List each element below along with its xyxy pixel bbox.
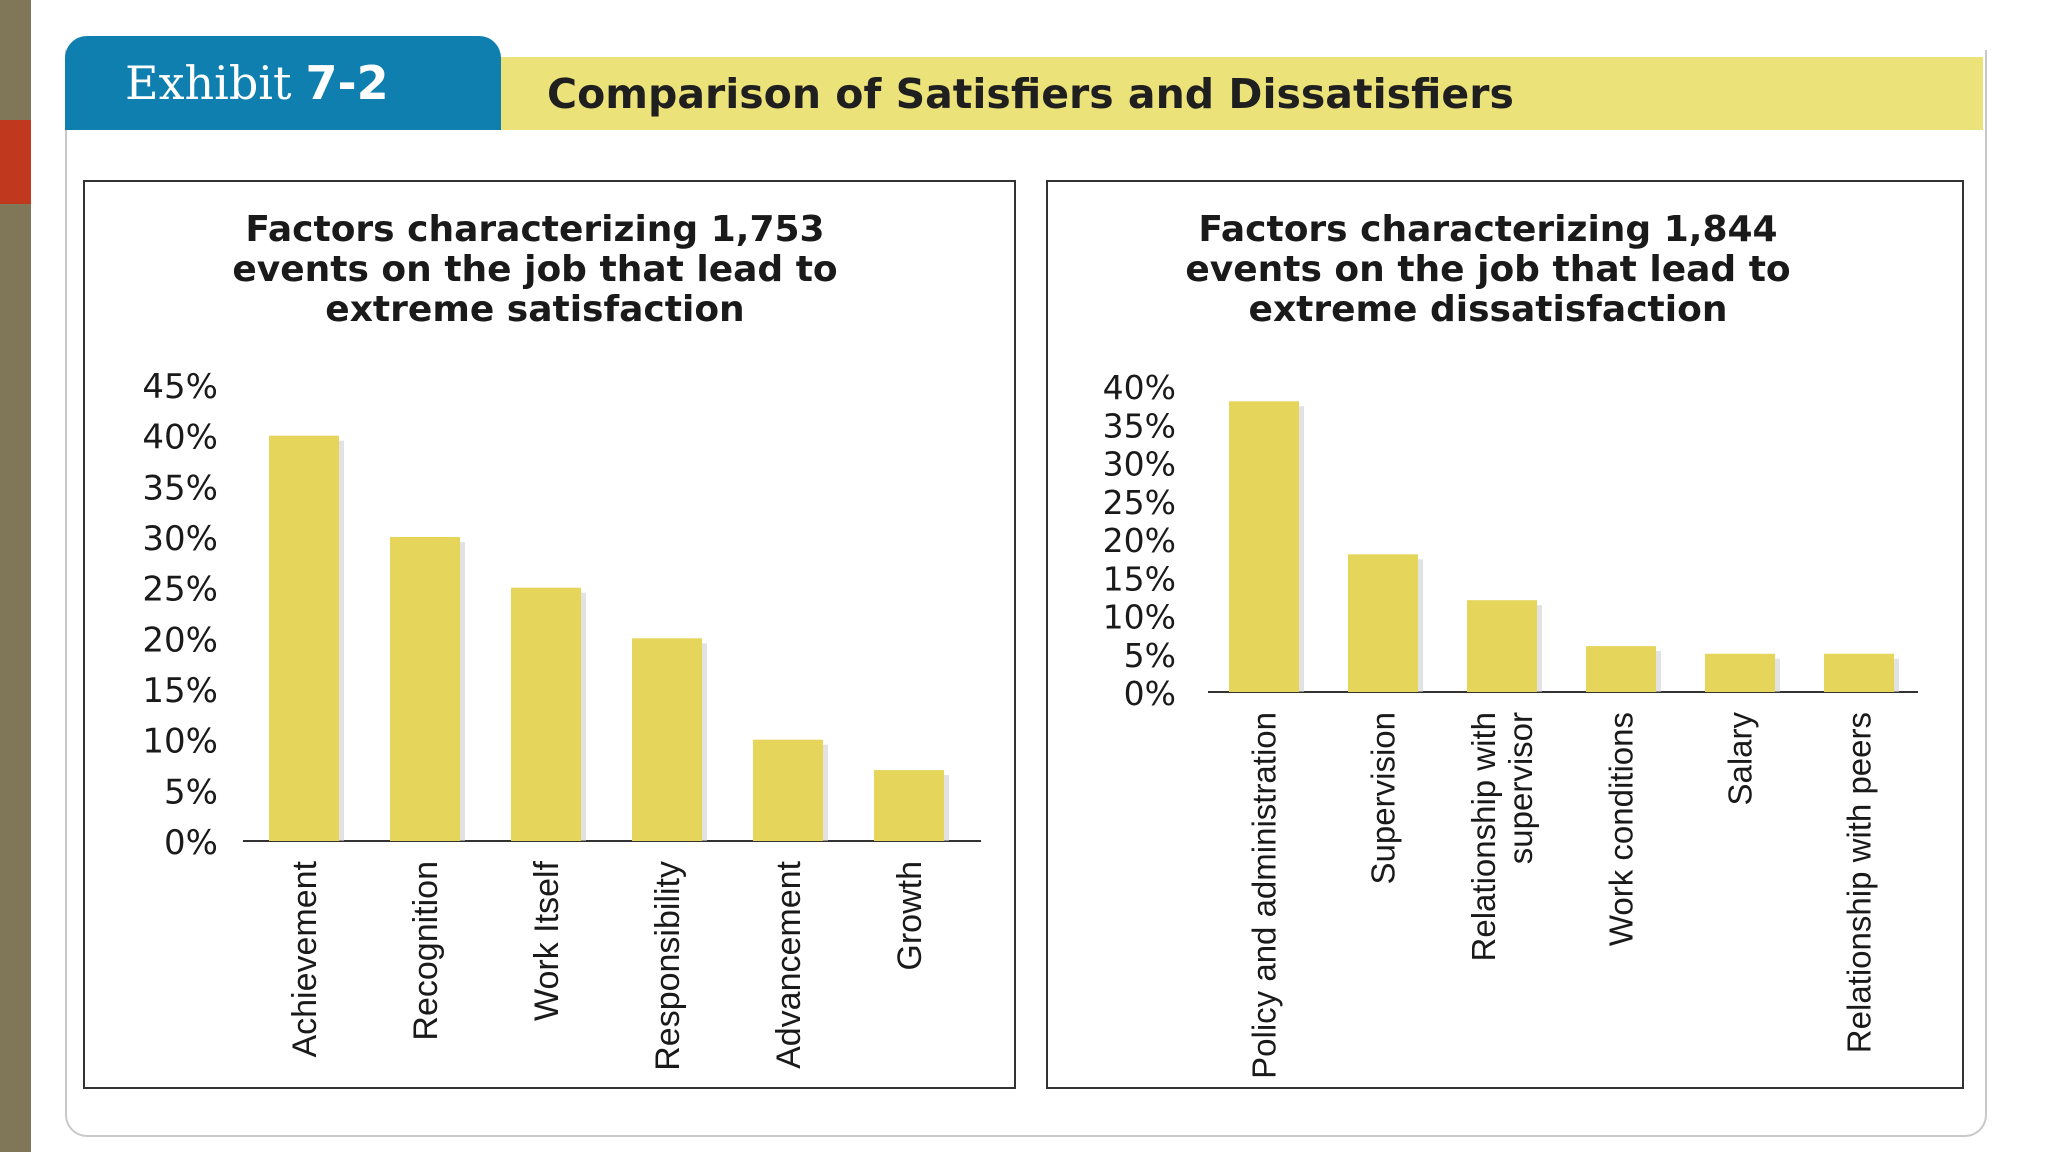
bar — [1229, 401, 1299, 692]
y-tick-label: 5% — [1124, 636, 1176, 675]
x-category-label: Achievement — [286, 860, 324, 1057]
y-tick-label: 30% — [142, 519, 218, 559]
y-tick-label: 45% — [142, 367, 218, 407]
y-tick-label: 5% — [164, 772, 218, 812]
chart-title: Factors characterizing 1,753 events on t… — [225, 210, 845, 330]
exhibit-tab: Exhibit 7-2 — [65, 36, 501, 130]
satisfaction-bar-chart: 0% 5% 10% 15% 20% 25% 30% 35% 40% 45% Achievement R… — [142, 367, 981, 1071]
exhibit-number: 7-2 — [305, 56, 389, 110]
exhibit-title-bar: Comparison of Satisfiers and Dissatisfie… — [501, 57, 1983, 130]
bar — [1586, 646, 1656, 692]
y-tick-label: 0% — [164, 823, 218, 863]
x-category-label: Advancement — [770, 860, 808, 1068]
x-category-label: Relationship withsupervisor — [1465, 712, 1539, 961]
y-tick-label: 10% — [1103, 598, 1176, 637]
y-tick-label: 15% — [1103, 559, 1176, 598]
bar — [632, 638, 702, 841]
y-tick-label: 20% — [1103, 521, 1176, 560]
y-tick-label: 40% — [142, 418, 218, 458]
dissatisfaction-bar-chart: 0%5%10%15%20%25%30%35%40% Policy and admi… — [1103, 368, 1918, 1079]
chart-title: Factors characterizing 1,844 events on t… — [1178, 210, 1798, 330]
bar — [1467, 600, 1537, 692]
y-tick-label: 0% — [1124, 674, 1176, 713]
x-category-label: Recognition — [407, 861, 445, 1041]
x-category-label: Relationship with peers — [1841, 712, 1878, 1053]
bar — [753, 739, 823, 841]
bar — [874, 770, 944, 841]
chart-title-line: events on the job that lead to — [232, 249, 838, 290]
x-category-label: Work Itself — [528, 860, 566, 1021]
bar — [269, 435, 339, 841]
y-tick-label: 30% — [1103, 445, 1176, 484]
x-category-label: Responsibility — [649, 861, 687, 1071]
x-category-label: Supervision — [1365, 712, 1402, 884]
bar — [1348, 554, 1418, 692]
exhibit-label: Exhibit — [125, 56, 292, 110]
x-category-label: Policy and administration — [1246, 712, 1283, 1079]
y-tick-label: 25% — [142, 570, 218, 610]
exhibit-title: Comparison of Satisfiers and Dissatisfie… — [547, 69, 1514, 118]
y-tick-label: 35% — [1103, 406, 1176, 445]
dissatisfaction-chart-panel: Factors characterizing 1,844 events on t… — [1046, 180, 1964, 1089]
chart-title-line: Factors characterizing 1,844 — [1198, 209, 1778, 250]
y-tick-label: 15% — [142, 671, 218, 711]
bar — [511, 587, 581, 841]
x-category-label: Salary — [1722, 712, 1759, 806]
y-tick-label: 10% — [142, 722, 218, 762]
chart-title-line: extreme satisfaction — [325, 289, 745, 330]
y-tick-label: 40% — [1103, 368, 1176, 407]
bar — [1705, 653, 1775, 692]
y-tick-label: 25% — [1103, 483, 1176, 522]
chart-title-line: Factors characterizing 1,753 — [245, 209, 825, 250]
chart-title-line: events on the job that lead to — [1185, 249, 1791, 290]
bar — [390, 537, 460, 841]
satisfaction-chart-panel: Factors characterizing 1,753 events on t… — [83, 180, 1016, 1089]
x-category-label: Growth — [891, 861, 929, 971]
x-category-label: Work conditions — [1603, 712, 1640, 946]
y-tick-label: 35% — [142, 468, 218, 508]
y-tick-label: 20% — [142, 620, 218, 660]
exhibit-frame — [65, 50, 1987, 1137]
bar — [1824, 653, 1894, 692]
slide-left-accent — [0, 120, 31, 204]
chart-title-line: extreme dissatisfaction — [1248, 289, 1728, 330]
